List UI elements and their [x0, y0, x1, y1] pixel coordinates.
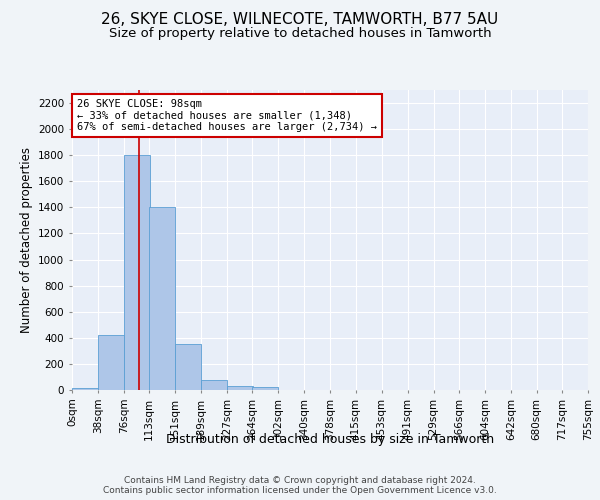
Bar	[175, 344, 201, 390]
Text: 26 SKYE CLOSE: 98sqm
← 33% of detached houses are smaller (1,348)
67% of semi-de: 26 SKYE CLOSE: 98sqm ← 33% of detached h…	[77, 99, 377, 132]
Bar	[149, 208, 175, 390]
Text: Distribution of detached houses by size in Tamworth: Distribution of detached houses by size …	[166, 432, 494, 446]
Text: Contains HM Land Registry data © Crown copyright and database right 2024.
Contai: Contains HM Land Registry data © Crown c…	[103, 476, 497, 495]
Bar	[201, 380, 227, 390]
Bar	[98, 335, 124, 390]
Bar	[253, 388, 278, 390]
Y-axis label: Number of detached properties: Number of detached properties	[20, 147, 32, 333]
Bar	[72, 388, 98, 390]
Text: 26, SKYE CLOSE, WILNECOTE, TAMWORTH, B77 5AU: 26, SKYE CLOSE, WILNECOTE, TAMWORTH, B77…	[101, 12, 499, 28]
Bar	[124, 155, 150, 390]
Text: Size of property relative to detached houses in Tamworth: Size of property relative to detached ho…	[109, 28, 491, 40]
Bar	[227, 386, 253, 390]
